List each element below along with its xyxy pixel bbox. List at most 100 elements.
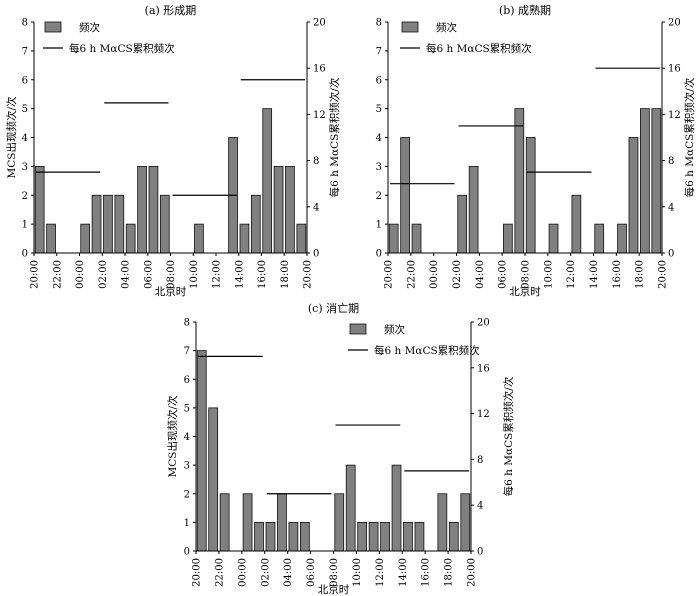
bar xyxy=(345,464,356,552)
y-tick-label: 2 xyxy=(22,191,28,202)
bar xyxy=(448,521,459,552)
y-tick-label: 1 xyxy=(376,220,382,231)
y-tick-label: 4 xyxy=(376,133,382,144)
y2-tick-label: 8 xyxy=(477,455,483,466)
x-tick-label: 16:00 xyxy=(421,558,432,587)
y-tick-label: 5 xyxy=(376,104,382,115)
x-tick-label: 22:00 xyxy=(214,558,225,587)
x-tick-label: 20:00 xyxy=(303,260,314,289)
y-tick-label: 2 xyxy=(184,489,190,500)
legend-line-label: 每6 h MαCS累积频次 xyxy=(374,344,480,357)
y-tick-label: 8 xyxy=(376,18,382,29)
bar xyxy=(114,194,125,254)
bar xyxy=(503,223,513,254)
x-tick-label: 12:00 xyxy=(566,260,577,289)
legend-bar-label: 频次 xyxy=(436,21,457,34)
y2-tick-label: 4 xyxy=(313,202,319,213)
y-tick-label: 1 xyxy=(184,518,190,529)
x-axis-label: 北京时 xyxy=(509,285,541,298)
x-tick-label: 06:00 xyxy=(498,260,509,289)
legend-bar-swatch xyxy=(401,21,419,33)
x-tick-label: 02:00 xyxy=(260,558,271,587)
bar xyxy=(368,521,379,552)
x-tick-label: 20:00 xyxy=(658,260,669,289)
x-tick-label: 18:00 xyxy=(635,260,646,289)
y-tick-label: 2 xyxy=(376,191,382,202)
x-tick-label: 10:00 xyxy=(189,260,200,289)
bar xyxy=(617,223,627,254)
y2-tick-label: 0 xyxy=(477,547,483,558)
bar xyxy=(262,108,273,254)
bar xyxy=(219,493,230,552)
bar xyxy=(34,165,45,254)
bar xyxy=(148,165,159,254)
y2-axis-label: 每6 h MαCS累积频次/次 xyxy=(328,77,341,197)
bar xyxy=(414,521,425,552)
y2-tick-label: 20 xyxy=(477,318,490,329)
bar xyxy=(411,223,422,254)
bar xyxy=(277,493,287,552)
y-tick-label: 8 xyxy=(22,18,28,29)
y-tick-label: 5 xyxy=(22,104,28,115)
x-tick-label: 14:00 xyxy=(398,558,409,587)
x-tick-label: 08:00 xyxy=(329,558,340,587)
bar xyxy=(571,194,582,254)
x-tick-label: 18:00 xyxy=(280,260,291,289)
y2-tick-label: 20 xyxy=(313,18,326,29)
bar xyxy=(239,223,250,254)
y2-tick-label: 8 xyxy=(313,156,319,167)
bar xyxy=(651,108,662,254)
bar xyxy=(391,464,402,552)
bar xyxy=(250,194,261,254)
y-tick-label: 3 xyxy=(376,162,382,173)
bar xyxy=(273,165,284,254)
x-tick-label: 08:00 xyxy=(521,260,532,289)
x-tick-label: 12:00 xyxy=(375,558,386,587)
bar xyxy=(403,521,413,552)
y-tick-label: 0 xyxy=(184,547,190,558)
y-tick-label: 7 xyxy=(376,46,382,57)
x-tick-label: 16:00 xyxy=(612,260,623,289)
x-tick-label: 04:00 xyxy=(121,260,132,289)
bar xyxy=(594,223,605,254)
bar xyxy=(125,223,136,254)
legend-bar-label: 频次 xyxy=(79,21,100,34)
y2-tick-label: 4 xyxy=(668,202,674,213)
x-tick-label: 02:00 xyxy=(98,260,109,289)
legend-bar-label: 频次 xyxy=(384,323,405,336)
y-tick-label: 7 xyxy=(22,46,28,57)
y2-tick-label: 16 xyxy=(313,64,326,75)
bar xyxy=(103,194,113,254)
y-tick-label: 6 xyxy=(22,75,28,86)
y-tick-label: 6 xyxy=(184,375,190,386)
x-axis-label: 北京时 xyxy=(155,285,187,298)
x-tick-label: 04:00 xyxy=(283,558,294,587)
legend-bar-swatch xyxy=(44,21,62,33)
bar xyxy=(159,194,170,254)
x-tick-label: 20:00 xyxy=(384,260,395,289)
legend-line-label: 每6 h MαCS累积频次 xyxy=(426,42,532,55)
bar xyxy=(514,108,525,254)
y-tick-label: 0 xyxy=(376,249,382,260)
x-tick-label: 06:00 xyxy=(143,260,154,289)
bar xyxy=(242,493,253,552)
y-tick-label: 4 xyxy=(184,432,190,443)
x-tick-label: 12:00 xyxy=(212,260,223,289)
y-tick-label: 7 xyxy=(184,346,190,357)
x-tick-label: 10:00 xyxy=(352,558,363,587)
bar xyxy=(437,493,448,552)
y2-tick-label: 16 xyxy=(477,363,490,374)
x-tick-label: 18:00 xyxy=(444,558,455,587)
x-tick-label: 06:00 xyxy=(306,558,317,587)
bar xyxy=(299,521,310,552)
bar xyxy=(400,137,410,254)
x-tick-label: 22:00 xyxy=(406,260,417,289)
chart-title: (b) 成熟期 xyxy=(499,3,551,17)
bar xyxy=(288,521,299,552)
y2-tick-label: 16 xyxy=(668,64,681,75)
